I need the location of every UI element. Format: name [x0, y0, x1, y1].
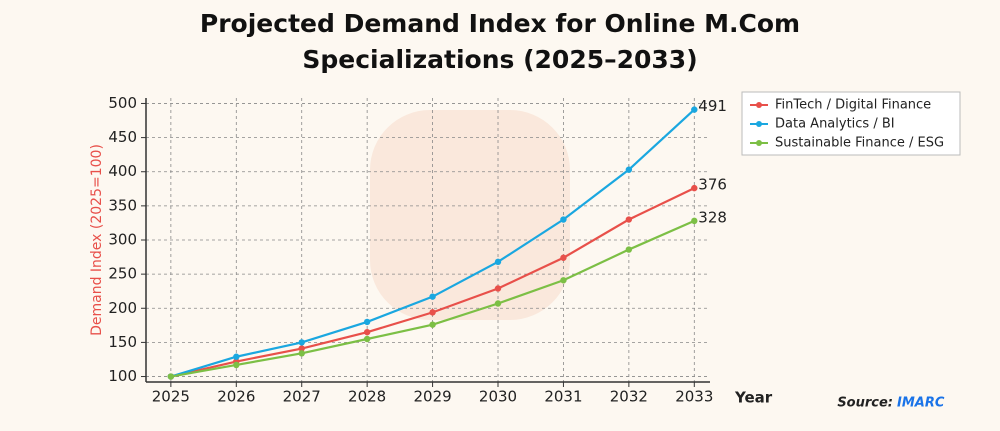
- point: [625, 246, 633, 253]
- y-tick-label: 200: [108, 299, 137, 317]
- point: [363, 318, 371, 326]
- point: [691, 217, 698, 225]
- point: [233, 353, 240, 360]
- legend-label: Sustainable Finance / ESG: [775, 136, 944, 151]
- y-tick-label: 400: [108, 162, 137, 180]
- point: [363, 328, 371, 336]
- x-tick-label: 2032: [610, 388, 648, 406]
- x-tick-label: 2029: [413, 388, 451, 406]
- watermark-shape: [370, 110, 570, 320]
- y-tick-label: 350: [108, 196, 137, 214]
- point: [429, 293, 436, 300]
- point: [691, 106, 698, 113]
- legend-label: FinTech / Digital Finance: [775, 98, 931, 113]
- x-tick-label: 2031: [544, 388, 582, 406]
- watermark: [370, 110, 570, 320]
- x-tick-label: 2033: [675, 388, 713, 406]
- y-tick-label: 500: [108, 94, 137, 112]
- point: [233, 361, 240, 369]
- point: [363, 335, 371, 343]
- point: [298, 350, 305, 357]
- x-tick-label: 2027: [283, 388, 321, 406]
- legend-box: [741, 91, 961, 156]
- y-axis-label: Demand Index (2025=100): [89, 144, 105, 336]
- legend-marker: [756, 140, 762, 146]
- point: [625, 216, 633, 223]
- data-label: 491: [698, 97, 727, 115]
- point: [429, 309, 436, 316]
- y-tick-label: 450: [108, 128, 137, 146]
- point: [494, 300, 502, 307]
- x-axis-label: Year: [734, 389, 773, 407]
- chart-title: Projected Demand Index for Online M.Com …: [199, 9, 801, 74]
- y-tick-label: 100: [108, 367, 137, 385]
- point: [494, 258, 502, 266]
- x-tick-label: 2025: [152, 388, 190, 406]
- point: [494, 285, 502, 292]
- data-label: 376: [698, 176, 727, 194]
- x-tick-label: 2028: [348, 388, 386, 406]
- point: [691, 184, 698, 192]
- point: [429, 321, 436, 328]
- point: [625, 166, 633, 173]
- point: [560, 277, 567, 284]
- data-label: 328: [698, 208, 727, 226]
- y-tick-label: 250: [108, 265, 137, 283]
- y-tick-label: 300: [108, 231, 137, 249]
- source-name: IMARC: [897, 396, 945, 411]
- x-tick-label: 2030: [479, 388, 517, 406]
- point: [167, 373, 175, 380]
- legend-marker: [756, 102, 762, 108]
- source-label: Source:: [837, 396, 893, 411]
- legend-label: Data Analytics / BI: [775, 117, 895, 132]
- point: [298, 339, 305, 346]
- point: [560, 254, 567, 261]
- legend-marker: [756, 121, 762, 127]
- y-tick-label: 150: [108, 333, 137, 351]
- point: [560, 216, 567, 223]
- x-tick-label: 2026: [217, 388, 255, 406]
- point: [298, 345, 305, 352]
